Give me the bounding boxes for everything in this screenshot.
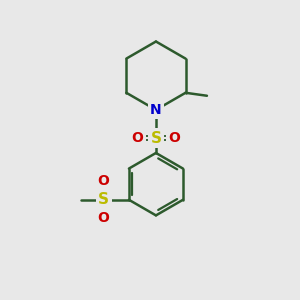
Text: N: N <box>150 103 162 117</box>
Text: O: O <box>98 174 109 188</box>
Text: S: S <box>150 130 161 146</box>
Text: O: O <box>168 131 180 145</box>
Text: S: S <box>98 192 109 207</box>
Text: O: O <box>132 131 143 145</box>
Text: O: O <box>98 211 109 225</box>
